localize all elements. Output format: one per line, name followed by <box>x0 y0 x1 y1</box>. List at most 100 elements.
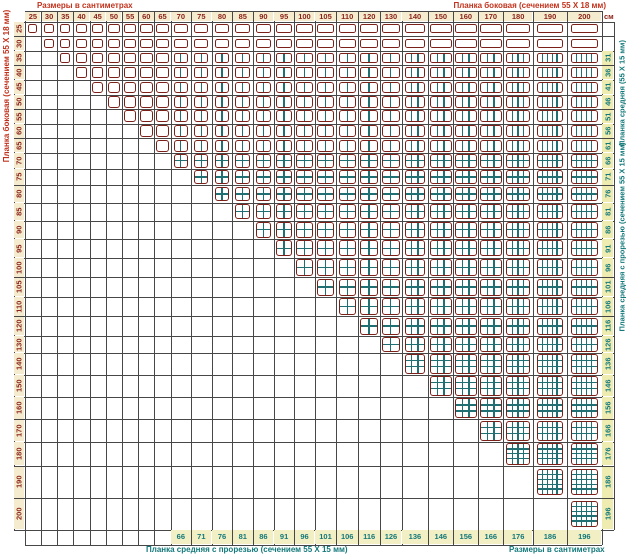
middle-plank-vertical <box>542 68 544 77</box>
middle-plank-horizontal <box>297 160 312 162</box>
frame-100x35 <box>296 53 313 63</box>
middle-plank-vertical <box>493 111 495 122</box>
bottom-axis-cell-70-value: 66 <box>176 532 186 542</box>
frame-100x45 <box>296 81 313 93</box>
frame-120x70 <box>359 154 379 168</box>
frame-105x50 <box>317 96 334 108</box>
frame-180x80 <box>505 186 531 202</box>
frame-75x50 <box>194 96 209 108</box>
middle-plank-vertical <box>586 125 588 137</box>
middle-plank-horizontal <box>455 360 477 362</box>
middle-plank-vertical <box>586 54 588 62</box>
frame-160x35 <box>454 53 478 63</box>
left-axis-cell-140: 140 <box>13 353 25 375</box>
middle-plank-vertical <box>221 125 223 137</box>
middle-plank-vertical <box>493 140 495 151</box>
grid-hline <box>13 123 614 125</box>
left-axis-cell-95-value: 95 <box>14 244 24 253</box>
middle-plank-horizontal <box>506 286 530 288</box>
right-axis-cell-40-value: 36 <box>603 68 613 77</box>
middle-plank-vertical <box>493 97 495 107</box>
frame-160x55 <box>454 110 478 123</box>
middle-plank-vertical <box>283 111 285 122</box>
middle-plank-horizontal <box>538 160 562 162</box>
frame-50x25 <box>108 24 120 34</box>
middle-plank-horizontal <box>382 343 400 345</box>
grid-vline <box>478 10 480 545</box>
middle-plank-vertical <box>590 377 593 395</box>
right-axis-cell-50-value: 46 <box>603 97 613 106</box>
middle-plank-horizontal <box>506 448 530 450</box>
middle-plank-vertical <box>576 470 578 494</box>
frame-200x105 <box>571 278 598 296</box>
frame-75x75 <box>194 170 209 185</box>
frame-170x170 <box>479 420 503 441</box>
middle-plank-horizontal <box>360 305 378 308</box>
frame-180x100 <box>505 259 531 276</box>
middle-plank-horizontal <box>360 193 378 195</box>
grid-vline <box>122 10 123 545</box>
right-axis-cell-75: 71 <box>602 169 614 185</box>
right-axis-cell-180-value: 176 <box>603 447 613 461</box>
frame-110x50 <box>338 96 356 108</box>
frame-70x50 <box>174 96 188 108</box>
middle-plank-horizontal <box>538 193 562 195</box>
middle-plank-horizontal <box>339 305 355 308</box>
frame-180x65 <box>505 139 531 152</box>
frame-140x110 <box>404 298 426 316</box>
grid-hline <box>13 277 614 279</box>
middle-plank-vertical <box>523 355 525 373</box>
middle-plank-vertical <box>417 140 419 151</box>
middle-plank-vertical <box>581 68 583 77</box>
frame-190x25 <box>537 24 563 34</box>
right-axis-cell-100: 96 <box>602 258 614 277</box>
middle-plank-vertical <box>493 68 495 77</box>
middle-plank-vertical <box>590 399 593 418</box>
frame-150x55 <box>430 110 452 123</box>
right-axis-cell-85: 81 <box>602 203 614 221</box>
frame-150x40 <box>430 67 452 78</box>
middle-plank-horizontal <box>195 176 208 178</box>
middle-plank-horizontal <box>455 193 477 195</box>
middle-plank-horizontal <box>480 325 502 327</box>
middle-plank-vertical <box>417 68 419 77</box>
frame-160x105 <box>454 278 478 296</box>
middle-plank-horizontal <box>506 366 530 368</box>
middle-plank-vertical <box>551 470 553 494</box>
frame-170x105 <box>479 278 503 296</box>
bottom-axis-cell-100-value: 96 <box>300 532 309 542</box>
frame-150x35 <box>430 53 452 63</box>
left-axis-cell-120-value: 120 <box>14 319 24 333</box>
top-axis-cell-200: 200 <box>567 11 602 21</box>
grid-header-top <box>24 10 602 12</box>
middle-plank-horizontal <box>480 247 502 249</box>
top-axis-cell-110: 110 <box>336 11 358 21</box>
frame-85x50 <box>235 96 251 108</box>
frame-110x90 <box>338 222 356 238</box>
middle-plank-horizontal <box>572 211 597 213</box>
right-axis-cell-130: 126 <box>602 336 614 353</box>
middle-plank-vertical <box>417 125 419 137</box>
frame-100x70 <box>296 154 313 168</box>
frame-120x120 <box>359 317 379 335</box>
frame-170x140 <box>479 354 503 374</box>
frame-190x90 <box>537 222 563 238</box>
grid-hline <box>13 498 614 499</box>
left-axis-cell-100: 100 <box>13 258 25 277</box>
right-axis-cell-180: 176 <box>602 442 614 466</box>
middle-plank-horizontal <box>360 325 378 327</box>
frame-95x55 <box>276 110 293 123</box>
top-axis-cell-160-value: 160 <box>459 11 473 21</box>
frame-85x85 <box>235 204 251 220</box>
frame-110x70 <box>338 154 356 168</box>
middle-plank-vertical <box>486 111 488 122</box>
frame-140x35 <box>404 53 426 63</box>
left-axis-cell-50: 50 <box>13 95 25 109</box>
right-axis-cell-50: 46 <box>602 95 614 109</box>
middle-plank-vertical <box>576 97 578 107</box>
middle-plank-vertical <box>283 68 285 77</box>
frame-200x85 <box>571 204 598 220</box>
middle-plank-vertical <box>556 470 558 494</box>
middle-plank-vertical <box>461 111 463 122</box>
frame-180x50 <box>505 96 531 108</box>
